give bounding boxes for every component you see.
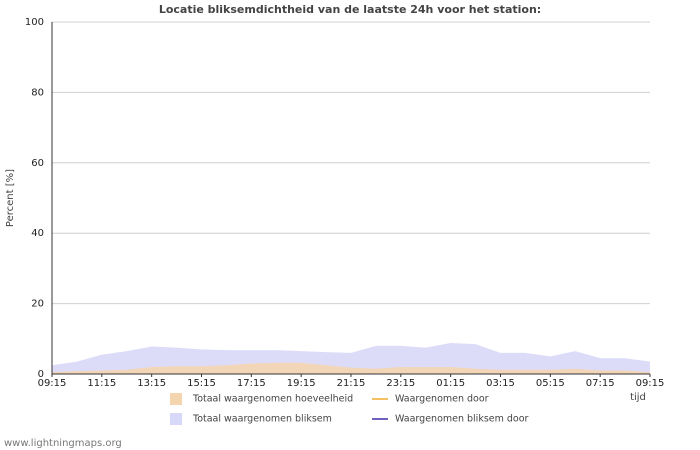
legend-label: Totaal waargenomen hoeveelheid [192, 394, 353, 405]
legend-swatch [170, 393, 182, 405]
x-tick-label: 15:15 [187, 378, 216, 389]
y-tick-label: 80 [31, 87, 44, 98]
legend-swatch [170, 413, 182, 425]
x-tick-label: 23:15 [386, 378, 415, 389]
x-tick-label: 09:15 [636, 378, 665, 389]
legend-label: Waargenomen door [395, 394, 489, 405]
y-axis-label: Percent [%] [5, 169, 16, 227]
x-tick-label: 09:15 [38, 378, 67, 389]
x-tick-label: 01:15 [436, 378, 465, 389]
area [52, 362, 650, 374]
x-tick-label: 19:15 [287, 378, 316, 389]
source: www.lightningmaps.org [4, 438, 122, 449]
x-tick-label: 07:15 [586, 378, 615, 389]
y-tick-label: 60 [31, 158, 44, 169]
x-tick-label: 03:15 [486, 378, 515, 389]
y-tick-label: 20 [31, 299, 44, 310]
legend-label: Waargenomen bliksem door [395, 414, 529, 425]
x-tick-label: 11:15 [87, 378, 116, 389]
x-tick-label: 17:15 [237, 378, 266, 389]
y-tick-label: 0 [38, 369, 44, 380]
area [52, 343, 650, 374]
x-tick-label: 21:15 [337, 378, 366, 389]
chart-title: Locatie bliksemdichtheid van de laatste … [159, 3, 541, 16]
y-tick-label: 40 [31, 228, 44, 239]
x-axis-label: tijd [630, 392, 646, 403]
y-tick-label: 100 [25, 17, 44, 28]
x-tick-label: 05:15 [536, 378, 565, 389]
x-tick-label: 13:15 [137, 378, 166, 389]
legend-label: Totaal waargenomen bliksem [192, 414, 332, 425]
